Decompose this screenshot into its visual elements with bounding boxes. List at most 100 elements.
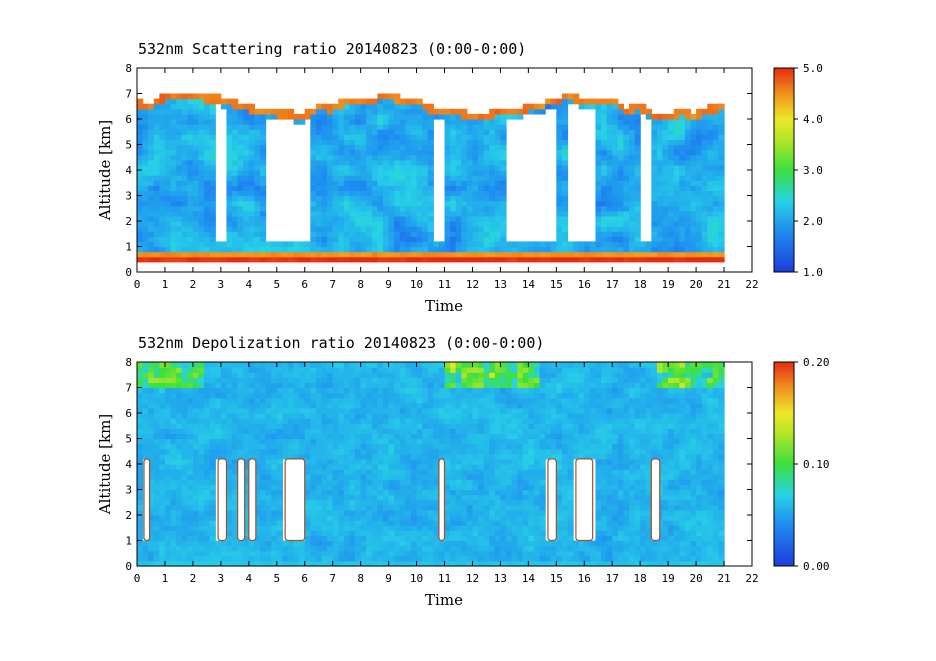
heatmap-cell bbox=[405, 458, 412, 465]
heatmap-cell bbox=[679, 221, 686, 227]
heatmap-cell bbox=[433, 525, 440, 531]
heatmap-cell bbox=[584, 103, 591, 110]
heatmap-cell bbox=[215, 402, 222, 409]
heatmap-cell bbox=[148, 241, 155, 248]
heatmap-cell bbox=[260, 200, 267, 207]
heatmap-cell bbox=[416, 159, 423, 166]
heatmap-cell bbox=[315, 256, 323, 263]
heatmap-cell bbox=[176, 139, 183, 146]
heatmap-cell bbox=[438, 362, 446, 368]
heatmap-cell bbox=[204, 560, 211, 567]
heatmap-cell bbox=[416, 190, 423, 197]
heatmap-cell bbox=[466, 438, 474, 445]
heatmap-cell bbox=[371, 464, 379, 470]
heatmap-cell bbox=[248, 372, 256, 378]
heatmap-cell bbox=[181, 149, 188, 156]
heatmap-cell bbox=[198, 397, 205, 404]
heatmap-cell bbox=[366, 139, 373, 146]
heatmap-cell bbox=[416, 504, 423, 511]
heatmap-cell bbox=[472, 164, 479, 171]
heatmap-cell bbox=[427, 433, 434, 440]
heatmap-cell bbox=[478, 443, 485, 450]
heatmap-cell bbox=[198, 134, 205, 140]
heatmap-cell bbox=[265, 530, 272, 536]
heatmap-cell bbox=[338, 499, 345, 506]
heatmap-cell bbox=[388, 200, 395, 207]
heatmap-cell bbox=[617, 113, 625, 120]
heatmap-cell bbox=[489, 195, 496, 202]
heatmap-cell bbox=[237, 144, 244, 151]
heatmap-cell bbox=[260, 448, 267, 455]
heatmap-cell bbox=[349, 372, 356, 378]
heatmap-cell bbox=[388, 397, 395, 404]
heatmap-cell bbox=[422, 124, 429, 130]
heatmap-cell bbox=[349, 195, 356, 202]
heatmap-cell bbox=[332, 535, 339, 542]
heatmap-cell bbox=[500, 246, 507, 253]
heatmap-cell bbox=[209, 200, 216, 207]
heatmap-cell bbox=[450, 372, 457, 378]
heatmap-cell bbox=[176, 509, 183, 516]
heatmap-cell bbox=[260, 489, 267, 496]
heatmap-cell bbox=[383, 367, 390, 373]
heatmap-cell bbox=[260, 433, 267, 440]
heatmap-cell bbox=[606, 231, 613, 237]
heatmap-cell bbox=[438, 108, 446, 115]
heatmap-cell bbox=[673, 185, 680, 191]
heatmap-cell bbox=[153, 448, 160, 455]
heatmap-cell bbox=[260, 555, 267, 562]
heatmap-cell bbox=[187, 231, 194, 237]
heatmap-cell bbox=[181, 428, 188, 434]
heatmap-cell bbox=[550, 241, 557, 248]
heatmap-cell bbox=[226, 226, 233, 232]
heatmap-cell bbox=[416, 256, 423, 263]
heatmap-cell bbox=[684, 195, 692, 202]
heatmap-cell bbox=[265, 479, 272, 485]
heatmap-cell bbox=[394, 489, 401, 496]
heatmap-cell bbox=[321, 540, 328, 547]
heatmap-cell bbox=[170, 221, 177, 227]
heatmap-cell bbox=[159, 124, 166, 130]
heatmap-cell bbox=[690, 251, 697, 258]
heatmap-cell bbox=[170, 190, 177, 197]
heatmap-cell bbox=[187, 458, 194, 465]
heatmap-cell bbox=[461, 464, 468, 470]
heatmap-cell bbox=[494, 210, 502, 217]
heatmap-cell bbox=[455, 484, 462, 491]
heatmap-cell bbox=[315, 515, 323, 521]
heatmap-cell bbox=[388, 520, 395, 526]
heatmap-cell bbox=[176, 423, 183, 429]
heatmap-cell bbox=[310, 402, 317, 409]
heatmap-cell bbox=[433, 504, 440, 511]
heatmap-cell bbox=[450, 108, 457, 115]
heatmap-cell bbox=[187, 236, 194, 242]
heatmap-cell bbox=[338, 180, 345, 186]
heatmap-cell bbox=[137, 509, 144, 516]
heatmap-cell bbox=[187, 103, 194, 110]
heatmap-cell bbox=[673, 170, 680, 176]
heatmap-cell bbox=[355, 195, 362, 202]
heatmap-cell bbox=[422, 246, 429, 253]
heatmap-cell bbox=[159, 103, 166, 110]
heatmap-cell bbox=[472, 362, 479, 368]
heatmap-cell bbox=[287, 545, 295, 552]
heatmap-cell bbox=[287, 560, 295, 567]
heatmap-cell bbox=[601, 139, 608, 146]
heatmap-cell bbox=[366, 113, 373, 120]
heatmap-cell bbox=[293, 367, 300, 373]
heatmap-cell bbox=[617, 190, 625, 197]
heatmap-cell bbox=[176, 550, 183, 557]
heatmap-cell bbox=[494, 180, 502, 186]
heatmap-cell bbox=[366, 246, 373, 253]
heatmap-cell bbox=[673, 251, 680, 258]
heatmap-cell bbox=[466, 392, 474, 399]
heatmap-cell bbox=[232, 226, 239, 232]
heatmap-cell bbox=[327, 515, 334, 521]
heatmap-cell bbox=[271, 387, 278, 394]
heatmap-cell bbox=[427, 494, 434, 501]
heatmap-cell bbox=[416, 139, 423, 146]
heatmap-cell bbox=[405, 525, 412, 531]
heatmap-cell bbox=[355, 180, 362, 186]
heatmap-cell bbox=[377, 509, 384, 516]
heatmap-cell bbox=[293, 362, 300, 368]
